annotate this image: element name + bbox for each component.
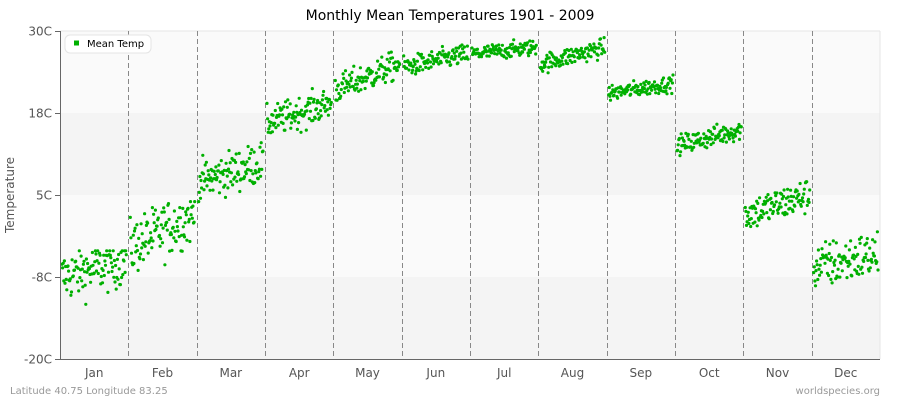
x-tick-label: Nov (766, 366, 789, 380)
y-tick-label: 5C (36, 189, 52, 203)
month-separators (128, 31, 813, 359)
x-tick-label: Sep (629, 366, 652, 380)
y-ticks: 30C 18C 5C -8C -20C (24, 25, 60, 367)
x-tick-label: Feb (152, 366, 173, 380)
y-tick-label: -20C (24, 353, 52, 367)
legend-label: Mean Temp (87, 39, 144, 50)
x-tick-label: Jun (425, 366, 445, 380)
legend-marker-icon (74, 40, 79, 46)
x-tick-label: Dec (834, 366, 857, 380)
data-points (60, 36, 880, 306)
footer-source[interactable]: worldspecies.org (796, 386, 880, 397)
x-tick-label: May (355, 366, 380, 380)
x-tick-label: Mar (219, 366, 242, 380)
y-tick-label: 30C (28, 25, 52, 39)
y-axis-label: Temperature (3, 157, 17, 234)
y-tick-label: 18C (28, 107, 52, 121)
x-tick-label: Aug (561, 366, 584, 380)
x-ticks: Jan Feb Mar Apr May Jun Jul Aug Sep Oct Nov Dec (84, 366, 857, 380)
x-tick-label: Jan (84, 366, 104, 380)
y-tick-label: -8C (32, 271, 52, 285)
chart-title: Monthly Mean Temperatures 1901 - 2009 (306, 8, 595, 24)
legend-box (64, 34, 152, 54)
x-tick-label: Jul (496, 366, 511, 380)
legend[interactable]: Mean Temp (64, 34, 152, 54)
x-tick-label: Apr (289, 366, 310, 380)
footer-location: Latitude 40.75 Longitude 83.25 (10, 386, 168, 397)
x-tick-label: Oct (699, 366, 720, 380)
axes (60, 31, 880, 360)
